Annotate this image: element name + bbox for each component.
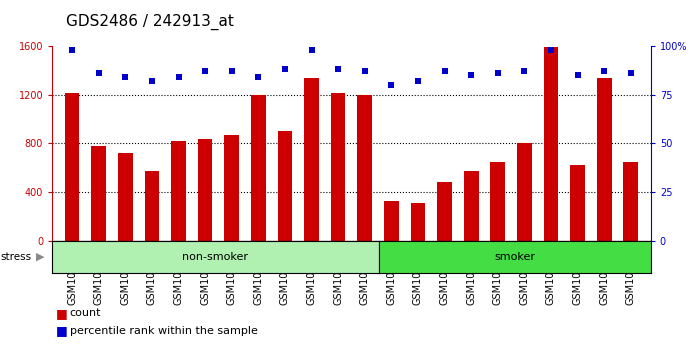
Text: ▶: ▶ <box>36 252 45 262</box>
Bar <box>198 138 212 241</box>
Point <box>120 74 131 80</box>
Point <box>67 47 78 53</box>
Bar <box>570 165 585 241</box>
Point <box>599 68 610 74</box>
Bar <box>384 201 399 241</box>
Point <box>146 78 157 84</box>
Bar <box>331 93 345 241</box>
Bar <box>118 153 133 241</box>
Bar <box>544 47 558 241</box>
Text: stress: stress <box>1 252 32 262</box>
Text: count: count <box>70 308 101 318</box>
Point <box>492 70 503 76</box>
Point <box>306 47 317 53</box>
Bar <box>597 78 612 241</box>
Point <box>253 74 264 80</box>
Bar <box>171 141 186 241</box>
Bar <box>65 93 79 241</box>
Bar <box>278 131 292 241</box>
Bar <box>304 78 319 241</box>
Bar <box>224 135 239 241</box>
Point <box>93 70 104 76</box>
Point <box>413 78 424 84</box>
Point <box>519 68 530 74</box>
Point <box>572 72 583 78</box>
Point <box>546 47 557 53</box>
Text: GDS2486 / 242913_at: GDS2486 / 242913_at <box>66 14 234 30</box>
Point <box>359 68 370 74</box>
Bar <box>411 203 425 241</box>
Text: percentile rank within the sample: percentile rank within the sample <box>70 326 258 336</box>
Point <box>386 82 397 88</box>
Bar <box>517 143 532 241</box>
Point <box>226 68 237 74</box>
Bar <box>491 162 505 241</box>
Point <box>173 74 184 80</box>
Text: ■: ■ <box>56 307 68 320</box>
Text: smoker: smoker <box>494 252 535 262</box>
Point <box>439 68 450 74</box>
Bar <box>145 171 159 241</box>
Text: non-smoker: non-smoker <box>182 252 248 262</box>
Bar <box>251 95 266 241</box>
Bar <box>358 95 372 241</box>
Point <box>333 67 344 72</box>
Point <box>279 67 290 72</box>
Point <box>625 70 636 76</box>
Text: ■: ■ <box>56 325 68 337</box>
Bar <box>437 182 452 241</box>
Bar <box>464 171 479 241</box>
Bar <box>91 147 106 241</box>
Point <box>466 72 477 78</box>
Point <box>200 68 211 74</box>
Bar <box>624 162 638 241</box>
